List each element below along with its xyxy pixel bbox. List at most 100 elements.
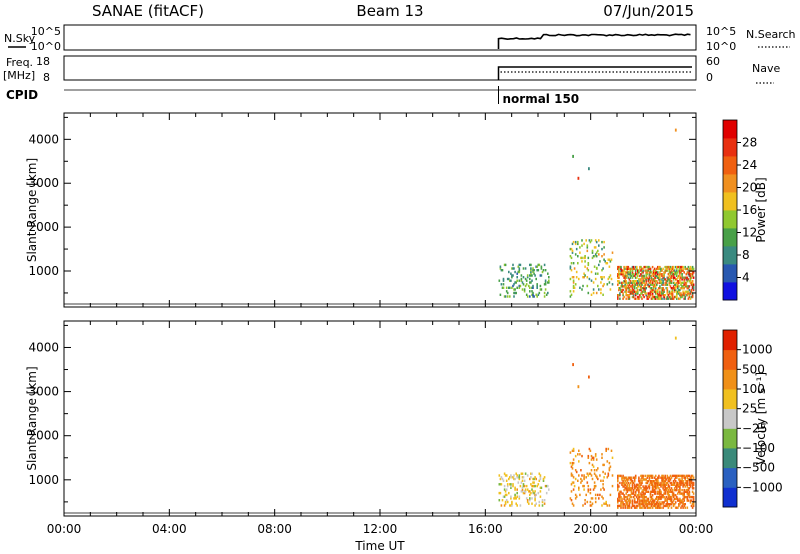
echo-cell	[677, 283, 679, 286]
nsearch-tick-low: 10^0	[706, 40, 736, 53]
echo-cell	[672, 503, 675, 506]
echo-cell	[666, 267, 669, 271]
echo-cell	[623, 485, 625, 488]
echo-cell	[661, 483, 663, 486]
colorbar-tick-label: 12	[742, 226, 757, 240]
echo-cell	[570, 490, 573, 493]
echo-cell	[531, 293, 533, 296]
echo-cell	[622, 504, 624, 508]
echo-cell	[499, 491, 502, 495]
echo-cell	[643, 504, 645, 508]
echo-cell	[681, 481, 683, 485]
cpid-value: normal 150	[503, 92, 580, 106]
echo-cell	[633, 290, 636, 293]
echo-cell	[637, 273, 639, 276]
echo-cell	[674, 497, 677, 501]
echo-cell	[668, 476, 671, 479]
echo-cell	[645, 271, 647, 274]
echo-cell	[513, 283, 515, 286]
echo-cell	[530, 269, 532, 272]
echo-cell	[628, 297, 631, 300]
echo-cell	[651, 283, 654, 286]
echo-cell	[508, 491, 510, 495]
echo-cell	[629, 292, 632, 295]
echo-cell	[673, 290, 676, 293]
echo-cell	[689, 276, 692, 279]
echo-cell	[691, 294, 694, 297]
echo-cell	[663, 294, 665, 297]
echo-cell	[610, 258, 613, 261]
echo-cell	[641, 283, 643, 286]
echo-cell	[672, 481, 675, 485]
echo-cell	[654, 503, 657, 506]
echo-cell	[682, 480, 684, 483]
echo-cell	[656, 292, 658, 295]
echo-cell	[645, 276, 647, 279]
echo-cell	[686, 285, 689, 288]
echo-cell	[601, 255, 603, 258]
echo-cell	[659, 501, 661, 504]
echo-cell	[633, 487, 636, 490]
echo-cell	[638, 492, 640, 495]
echo-cell	[645, 481, 647, 485]
echo-cell	[517, 270, 520, 274]
echo-cell	[667, 488, 670, 492]
echo-cell	[532, 295, 534, 298]
echo-cell	[642, 278, 644, 281]
echo-cell	[664, 483, 666, 486]
echo-cell	[651, 497, 654, 501]
echo-cell	[591, 463, 594, 467]
echo-cell	[636, 485, 638, 488]
echo-cell	[541, 270, 544, 274]
echo-cell	[539, 486, 542, 489]
echo-cell	[504, 490, 507, 493]
echo-cell	[624, 285, 626, 288]
echo-cell	[517, 265, 520, 268]
echo-cell	[582, 504, 584, 507]
colorbar-swatch	[723, 228, 737, 247]
echo-cell	[592, 291, 595, 295]
echo-cell	[690, 476, 693, 479]
echo-cell	[623, 503, 625, 506]
echo-cell	[658, 295, 660, 299]
echo-cell	[642, 485, 644, 488]
echo-cell	[593, 246, 596, 249]
echo-cell	[637, 281, 639, 285]
echo-cell	[676, 476, 678, 479]
echo-cell	[505, 493, 508, 497]
echo-cell	[518, 279, 521, 282]
echo-cell	[667, 490, 670, 493]
echo-cell	[685, 283, 688, 286]
echo-cell	[678, 485, 680, 488]
echo-cell	[620, 506, 622, 509]
echo-cell	[663, 288, 665, 292]
echo-cell	[649, 481, 652, 485]
echo-cell	[688, 280, 691, 283]
echo-cell	[687, 287, 690, 290]
echo-cell	[688, 474, 691, 478]
echo-cell	[512, 484, 514, 488]
echo-cell	[669, 280, 672, 283]
echo-cell	[533, 481, 535, 484]
echo-cell	[676, 278, 678, 281]
echo-cell	[572, 286, 575, 289]
echo-cell	[535, 493, 537, 497]
echo-cell	[658, 265, 660, 269]
echo-cell	[627, 273, 630, 276]
echo-cell	[545, 484, 548, 488]
echo-cell	[654, 474, 657, 478]
echo-cell	[588, 167, 590, 171]
echo-cell	[630, 274, 633, 278]
echo-cell	[522, 283, 525, 286]
echo-cell	[650, 474, 653, 478]
echo-cell	[506, 484, 509, 488]
echo-cell	[505, 474, 508, 477]
echo-cell	[665, 495, 668, 499]
echo-cell	[624, 480, 626, 483]
echo-cell	[628, 494, 631, 497]
echo-cell	[640, 506, 642, 509]
echo-cell	[532, 291, 534, 295]
echo-cell	[627, 487, 630, 490]
echo-cell	[654, 288, 657, 292]
echo-cell	[525, 279, 528, 282]
